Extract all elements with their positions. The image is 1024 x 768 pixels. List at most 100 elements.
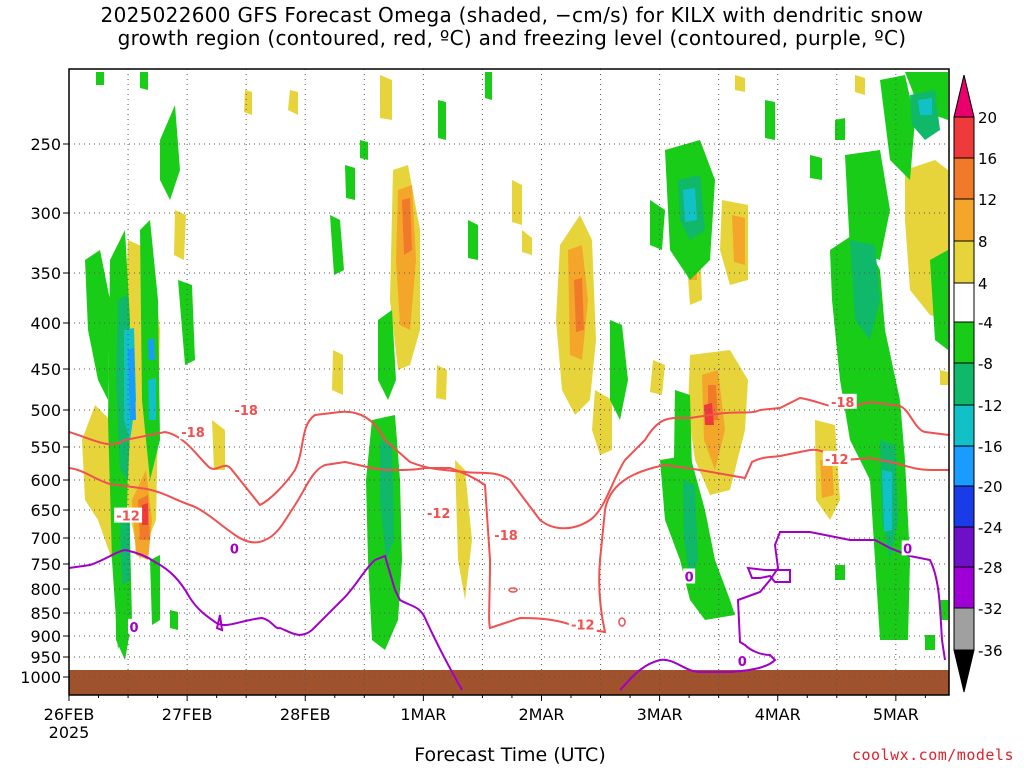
x-tick-label: 27FEB xyxy=(162,705,213,724)
omega-shading xyxy=(69,72,949,695)
x-tick-label: 5MAR xyxy=(873,705,919,724)
y-tick-label: 450 xyxy=(30,360,61,379)
colorbar-bin xyxy=(953,157,975,200)
contour-minus-12-blob xyxy=(508,587,518,593)
colorbar-bin xyxy=(953,362,975,406)
y-tick-label: 700 xyxy=(30,529,61,548)
contour-label-bg xyxy=(179,424,208,440)
title-line-2: growth region (contoured, red, ºC) and f… xyxy=(117,26,907,50)
freezing-level-blob-1 xyxy=(215,614,224,632)
contour-label: -12 xyxy=(116,510,140,525)
contour-label: 0 xyxy=(230,542,239,557)
y-tick-label: 500 xyxy=(30,401,61,420)
contour-label-bg xyxy=(232,402,261,417)
colorbar-bin xyxy=(953,198,975,242)
colorbar-arrow-top xyxy=(953,74,975,118)
y-tick-label: 650 xyxy=(30,501,61,520)
colorbar-label: -32 xyxy=(978,600,1003,618)
contour-label: 0 xyxy=(129,621,138,636)
y-tick-label: 900 xyxy=(30,627,61,646)
contour-minus-18 xyxy=(69,396,949,530)
contour-label-bg xyxy=(736,653,749,668)
freezing-level-blob-2 xyxy=(746,566,791,583)
y-tick-label: 400 xyxy=(30,314,61,333)
colorbar-bin xyxy=(953,116,975,159)
x-tick-label: 2MAR xyxy=(518,705,564,724)
y-tick-label: 550 xyxy=(30,438,61,457)
contour-minus-12-ring xyxy=(618,617,626,627)
colorbar-bin xyxy=(953,404,975,447)
contour-label-bg xyxy=(424,504,453,520)
contour-labels: -18 -18 -18 -18 -12 -12 -12 -12 0 0 0 0 0 xyxy=(114,393,914,670)
colorbar-label: 20 xyxy=(978,109,997,127)
y-axis-ticks: 250 300 350 400 450 500 550 600 650 700 750 800 850 9… xyxy=(20,135,69,687)
x-axis-label: Forecast Time (UTC) xyxy=(414,744,606,766)
contour-label: -18 xyxy=(494,529,518,544)
title-line-1: 2025022600 GFS Forecast Omega (shaded, −… xyxy=(100,3,924,27)
colorbar-bin xyxy=(953,566,975,609)
y-tick-label: 600 xyxy=(30,471,61,490)
y-tick-label: 800 xyxy=(30,580,61,599)
contour-label-bg xyxy=(822,450,851,466)
contour-label: 0 xyxy=(903,542,912,557)
colorbar-label: -28 xyxy=(978,559,1003,577)
colorbar-label: 4 xyxy=(978,275,988,293)
chart-title: 2025022600 GFS Forecast Omega (shaded, −… xyxy=(0,4,1024,50)
contour-label-bg xyxy=(114,507,143,523)
y-tick-label: 300 xyxy=(30,204,61,223)
contour-label-bg xyxy=(901,540,914,556)
contour-label: -12 xyxy=(427,507,451,522)
colorbar-bin xyxy=(953,607,975,651)
colorbar-label: -36 xyxy=(978,642,1003,660)
y-tick-label: 850 xyxy=(30,604,61,623)
contour-label: -18 xyxy=(831,396,855,411)
y-tick-label: 1000 xyxy=(20,668,61,687)
colorbar-label: -20 xyxy=(978,478,1003,496)
colorbar-label: 16 xyxy=(978,150,997,168)
temperature-contours xyxy=(69,396,949,691)
colorbar-label: -12 xyxy=(978,397,1003,415)
contour-label-bg xyxy=(492,527,521,543)
contour-label: -18 xyxy=(181,426,205,441)
y-tick-label: 750 xyxy=(30,555,61,574)
x-tick-label: 3MAR xyxy=(637,705,683,724)
contour-label-bg xyxy=(828,393,857,409)
contour-label: 0 xyxy=(685,571,694,586)
colorbar-arrow-bottom xyxy=(953,649,975,693)
colorbar-label: -24 xyxy=(978,519,1003,537)
colorbar: 20 16 12 8 4 -4 -8 -12 -16 -20 -24 -28 -32 -36 xyxy=(953,74,1003,693)
contour-label-bg xyxy=(568,616,597,632)
colorbar-bin xyxy=(953,282,975,323)
contour-label-bg xyxy=(228,540,241,556)
colorbar-label: -4 xyxy=(978,314,993,332)
x-tick-label: 26FEB xyxy=(44,705,95,724)
colorbar-label: 12 xyxy=(978,191,997,209)
plot-frame xyxy=(68,68,950,696)
freezing-level-west xyxy=(69,548,463,691)
colorbar-bin xyxy=(953,240,975,284)
contour-label-bg xyxy=(127,618,140,634)
freezing-level-east xyxy=(619,531,946,691)
x-tick-label: 1MAR xyxy=(400,705,446,724)
x-tick-label: 28FEB xyxy=(280,705,331,724)
contour-label: -18 xyxy=(234,404,258,419)
credit-link[interactable]: coolwx.com/models xyxy=(851,746,1014,764)
colorbar-label: -8 xyxy=(978,355,993,373)
colorbar-bin xyxy=(953,485,975,528)
x-tick-sublabel: 2025 xyxy=(49,723,90,742)
contour-label-bg xyxy=(683,568,696,584)
contour-label: 0 xyxy=(738,655,747,670)
colorbar-bin xyxy=(953,526,975,568)
colorbar-label: 8 xyxy=(978,233,988,251)
contour-minus-12 xyxy=(69,448,949,634)
x-tick-label: 4MAR xyxy=(755,705,801,724)
colorbar-bin xyxy=(953,445,975,487)
contour-label: -12 xyxy=(571,619,595,634)
colorbar-bin xyxy=(953,321,975,364)
contour-label: -12 xyxy=(825,453,849,468)
colorbar-label: -16 xyxy=(978,438,1003,456)
y-tick-label: 350 xyxy=(30,264,61,283)
y-tick-label: 950 xyxy=(30,648,61,667)
